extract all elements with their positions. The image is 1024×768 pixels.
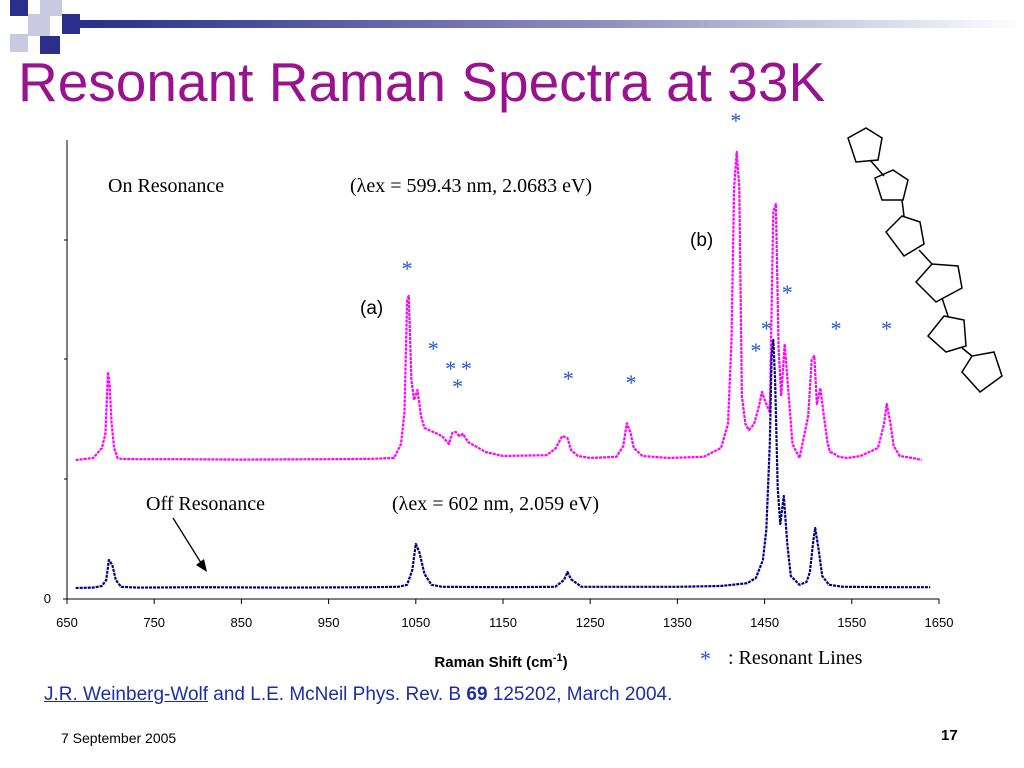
resonant-markers: ***** * ****** * [402, 108, 893, 399]
x-tick-label: 850 [231, 615, 253, 630]
slide-date: 7 September 2005 [61, 730, 177, 746]
x-tick-label: 1350 [663, 615, 692, 630]
peak-b-label: (b) [690, 230, 713, 251]
on-resonance-line [75, 150, 922, 462]
citation-text-2: 125202, March 2004. [487, 684, 673, 705]
resonant-line-marker: * [831, 316, 842, 341]
x-tick-labels: 650 750 850 950 1050 1150 1250 1350 1450 1550 1650 [56, 615, 953, 630]
x-tick-label: 650 [56, 615, 78, 630]
page-number: 17 [941, 727, 958, 744]
legend-marker: * [700, 646, 711, 671]
chart-axes [63, 140, 940, 604]
on-resonance-label: On Resonance [108, 175, 224, 197]
peak-a-label: (a) [360, 298, 383, 319]
terthiophene-molecule-icon [847, 127, 1003, 394]
series-layer [75, 150, 931, 590]
citation-volume: 69 [466, 684, 488, 705]
resonant-line-marker: * [428, 336, 439, 361]
legend-text: : Resonant Lines [728, 647, 863, 669]
x-axis-label-sup: -1 [553, 652, 563, 664]
x-tick-label: 1050 [401, 615, 430, 630]
resonant-line-marker: * [402, 256, 413, 281]
x-tick-label: 1650 [925, 615, 954, 630]
x-tick-label: 1450 [750, 615, 779, 630]
off-resonance-arrowhead [196, 559, 207, 572]
resonant-line-marker: * [626, 370, 637, 395]
corner-squares-icon [0, 0, 1024, 54]
x-axis-label-close: ) [563, 654, 568, 671]
resonant-line-marker: * [445, 356, 456, 381]
off-resonance-condition: (λex = 602 nm, 2.059 eV) [392, 493, 599, 515]
on-resonance-condition: (λex = 599.43 nm, 2.0683 eV) [350, 175, 592, 197]
x-tick-label: 1550 [837, 615, 866, 630]
resonant-line-marker: * [452, 374, 463, 399]
resonant-line-marker: * [730, 108, 741, 133]
x-tick-label: 950 [318, 615, 340, 630]
resonant-line-marker: * [461, 356, 472, 381]
x-axis-label-main: Raman Shift (cm [434, 654, 552, 671]
x-tick-label: 1150 [489, 615, 517, 630]
resonant-line-marker: * [750, 338, 761, 363]
resonant-line-marker: * [761, 316, 772, 341]
citation: J.R. Weinberg-Wolf and L.E. McNeil Phys.… [44, 684, 672, 706]
x-tick-label: 1250 [576, 615, 605, 630]
resonant-line-marker: * [881, 316, 892, 341]
slide-title: Resonant Raman Spectra at 33K [18, 51, 826, 113]
x-axis-label: Raman Shift (cm-1) [434, 652, 567, 671]
off-resonance-line [75, 338, 931, 590]
resonant-line-marker: * [782, 280, 793, 305]
y-zero-label: 0 [44, 591, 51, 606]
off-resonance-arrow [172, 517, 204, 567]
x-tick-label: 750 [143, 615, 165, 630]
author-link[interactable]: J.R. Weinberg-Wolf [44, 684, 209, 705]
resonant-line-marker: * [563, 366, 574, 391]
off-resonance-label: Off Resonance [146, 493, 265, 515]
citation-text-1: and L.E. McNeil Phys. Rev. B [208, 684, 467, 705]
